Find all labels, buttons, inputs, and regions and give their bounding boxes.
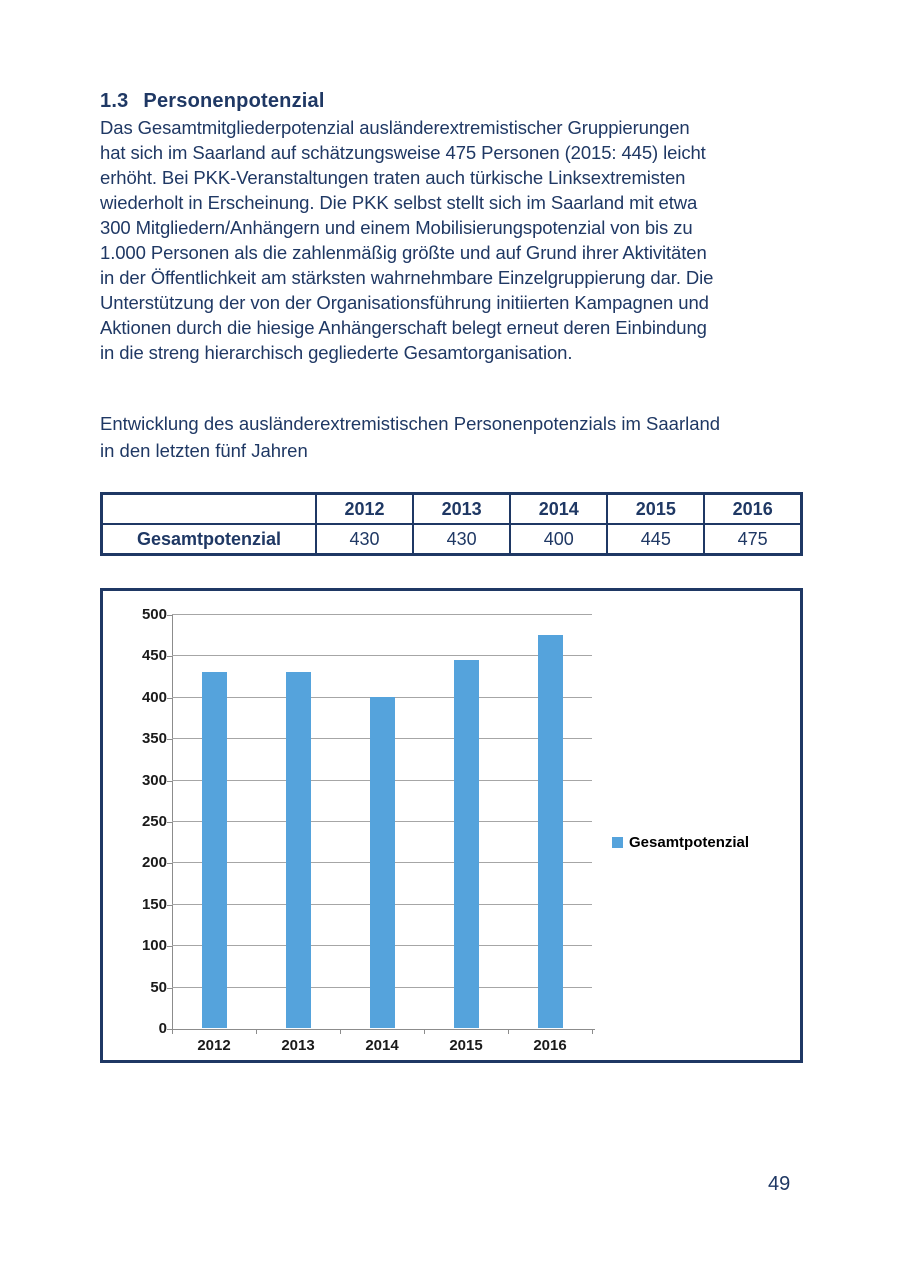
- empty-header-cell: [100, 492, 317, 525]
- x-tick-label: 2015: [449, 1037, 483, 1054]
- chart-legend: Gesamtpotenzial: [612, 834, 749, 851]
- x-axis-line: [167, 1029, 595, 1030]
- y-axis-line: [172, 615, 173, 1029]
- value-cell: 445: [606, 523, 706, 556]
- y-tick-mark: [167, 697, 172, 699]
- x-tick-label: 2014: [365, 1037, 399, 1054]
- y-tick-mark: [167, 904, 172, 906]
- y-tick-label: 350: [141, 730, 167, 748]
- x-tick-mark: [340, 1029, 341, 1034]
- y-tick-mark: [167, 656, 172, 658]
- x-tick-mark: [172, 1029, 173, 1034]
- y-tick-label: 450: [141, 647, 167, 665]
- value-cell: 430: [314, 523, 415, 556]
- value-cell: 430: [412, 523, 512, 556]
- y-tick-mark: [167, 822, 172, 823]
- year-header-cell: 2015: [606, 492, 706, 525]
- y-tick-label: 50: [150, 978, 167, 996]
- y-tick-label: 0: [158, 1020, 167, 1037]
- y-tick-mark: [167, 863, 172, 865]
- year-header-cell: 2013: [412, 492, 512, 525]
- x-tick-mark: [256, 1029, 257, 1034]
- x-tick-label: 2012: [197, 1037, 231, 1054]
- potential-table: 2012 2013 2014 2015 2016 Gesamtpotenzial 430 4…: [100, 492, 803, 556]
- bar-2014: [369, 696, 395, 1028]
- y-tick-mark: [167, 780, 172, 782]
- section-number: 1.3: [100, 90, 129, 112]
- x-tick-mark: [592, 1029, 593, 1034]
- gridline: [172, 655, 592, 657]
- legend-swatch-icon: [612, 837, 623, 848]
- year-header-cell: 2016: [703, 492, 803, 525]
- y-tick-label: 500: [141, 606, 167, 623]
- y-tick-label: 200: [141, 854, 167, 872]
- section-title: Personenpotenzial: [143, 90, 325, 112]
- gridline: [172, 614, 592, 615]
- bar-2015: [453, 659, 479, 1028]
- row-label-cell: Gesamtpotenzial: [100, 523, 317, 556]
- x-tick-label: 2016: [533, 1037, 567, 1054]
- bar-chart-panel: Gesamtpotenzial 0 50 100 150 200 250 300 350 400…: [100, 588, 803, 1063]
- value-cell: 400: [509, 523, 609, 556]
- chart-table-caption: Entwicklung des ausländerextremistischen…: [100, 413, 721, 461]
- year-header-cell: 2014: [509, 492, 609, 525]
- section-heading: 1.3 Personenpotenzial: [100, 90, 325, 113]
- table-data-row: Gesamtpotenzial 430 430 400 445 475: [100, 523, 803, 556]
- x-tick-mark: [424, 1029, 425, 1034]
- y-tick-mark: [167, 987, 172, 989]
- y-tick-label: 100: [141, 937, 167, 955]
- y-tick-mark: [167, 615, 172, 616]
- table-header-row: 2012 2013 2014 2015 2016: [100, 492, 803, 525]
- plot-area: [172, 614, 592, 1029]
- value-cell: 475: [703, 523, 803, 556]
- page-number: 49: [768, 1173, 791, 1195]
- legend-label: Gesamtpotenzial: [629, 834, 750, 851]
- y-tick-mark: [167, 946, 172, 948]
- y-tick-label: 300: [141, 771, 167, 789]
- x-tick-mark: [508, 1029, 509, 1034]
- y-tick-mark: [167, 739, 172, 741]
- bar-2013: [285, 671, 311, 1028]
- x-tick-label: 2013: [281, 1037, 315, 1054]
- y-tick-mark: [167, 1029, 172, 1030]
- y-tick-label: 250: [141, 813, 167, 830]
- body-paragraph: Das Gesamtmitgliederpotenzial ausländere…: [100, 117, 714, 363]
- y-tick-label: 150: [141, 895, 167, 913]
- bar-2016: [537, 634, 563, 1028]
- bar-2012: [201, 671, 227, 1028]
- y-tick-label: 400: [141, 688, 167, 706]
- year-header-cell: 2012: [314, 492, 415, 525]
